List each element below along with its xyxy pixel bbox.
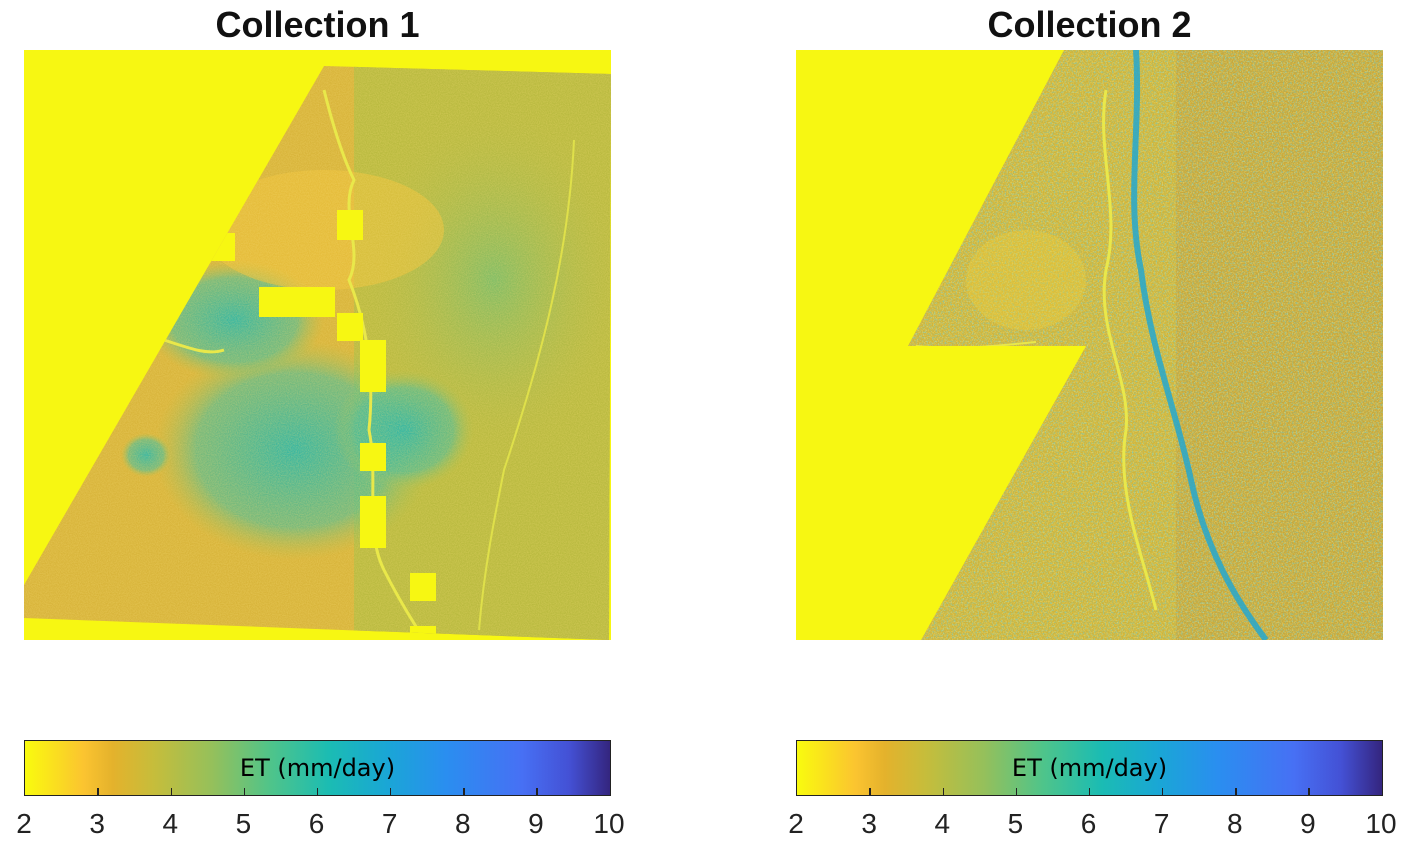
colorbar-tick-label: 7 — [381, 808, 398, 839]
colorbar-tick-label: 10 — [1365, 808, 1397, 839]
colorbar-tick — [316, 788, 319, 795]
panel-title-collection-2: Collection 2 — [987, 4, 1192, 45]
panel-title-collection-1: Collection 1 — [215, 4, 420, 45]
colorbar-tick — [243, 788, 246, 795]
colorbar-tick — [1088, 788, 1091, 795]
colorbar-tick-label: 3 — [861, 808, 877, 839]
colorbar-tick-label: 6 — [1080, 808, 1097, 839]
colorbar-tick-label: 4 — [934, 808, 951, 839]
colorbar-tick-label: 5 — [235, 808, 252, 839]
colorbar-tick — [463, 788, 465, 795]
colorbar-tick — [1308, 788, 1310, 795]
colorbar-tick-label: 2 — [16, 808, 32, 839]
colorbar-label: ET (mm/day) — [239, 754, 396, 782]
colorbar-tick-label: 9 — [1300, 808, 1316, 839]
et-map-collection-2 — [796, 50, 1383, 640]
colorbar-tick-labels-2: 2 3 4 5 6 7 8 9 10 — [788, 808, 1396, 842]
colorbar-tick-label: 3 — [89, 808, 105, 839]
colorbar-tick-label: 9 — [528, 808, 544, 839]
colorbar-tick-label: 8 — [454, 808, 471, 839]
colorbar-tick-label: 6 — [308, 808, 325, 839]
colorbar-tick — [97, 788, 99, 795]
colorbar-tick-labels-1: 2 3 4 5 6 7 8 9 10 — [16, 808, 624, 842]
colorbar-tick-label: 10 — [593, 808, 625, 839]
colorbar-tick — [1235, 788, 1237, 795]
colorbar-tick-label: 8 — [1226, 808, 1243, 839]
colorbar-tick — [1161, 788, 1164, 795]
colorbar-tick-label: 5 — [1007, 808, 1024, 839]
colorbar-tick-label: 4 — [162, 808, 179, 839]
colorbar-tick — [536, 788, 538, 795]
colorbar-tick-label: 2 — [788, 808, 804, 839]
et-map-collection-1 — [24, 50, 611, 640]
colorbar-tick — [869, 788, 871, 795]
colorbar-tick — [389, 788, 392, 795]
colorbar-collection-2: ET (mm/day) — [796, 740, 1383, 796]
colorbar-tick — [942, 788, 944, 795]
colorbar-tick — [170, 788, 172, 795]
colorbar-label: ET (mm/day) — [1011, 754, 1168, 782]
colorbar-tick — [1015, 788, 1018, 795]
colorbar-tick-label: 7 — [1153, 808, 1170, 839]
colorbar-collection-1: ET (mm/day) — [24, 740, 611, 796]
et-raster — [24, 66, 611, 640]
